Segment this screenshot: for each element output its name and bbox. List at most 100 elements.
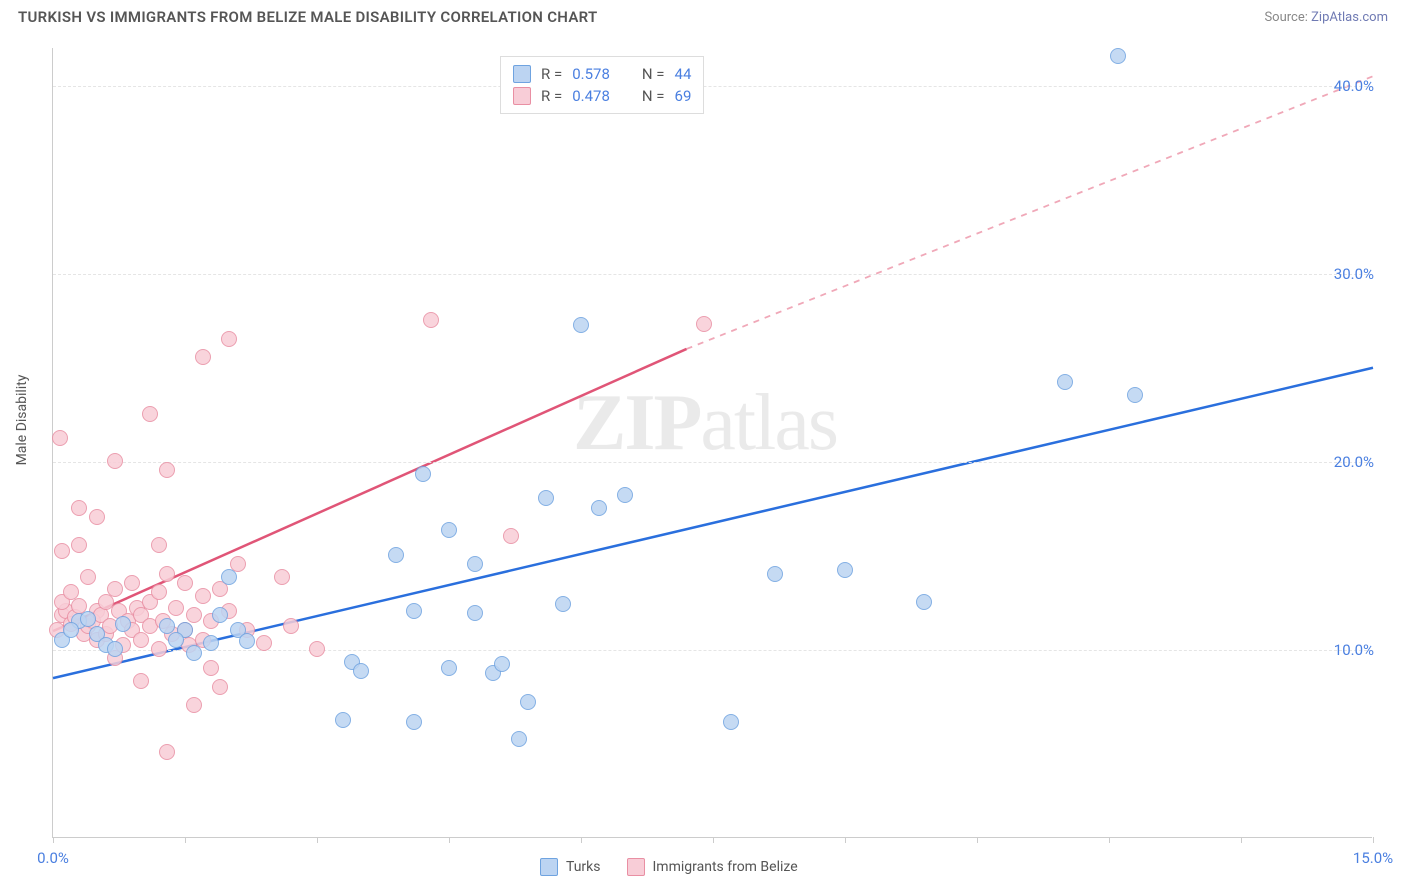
- data-point: [186, 645, 202, 661]
- legend-swatch: [513, 87, 531, 105]
- y-axis-label: Male Disability: [14, 375, 30, 466]
- data-point: [203, 660, 219, 676]
- data-point: [151, 584, 167, 600]
- data-point: [283, 618, 299, 634]
- data-point: [221, 331, 237, 347]
- data-point: [203, 635, 219, 651]
- legend-swatch: [627, 858, 645, 876]
- data-point: [353, 663, 369, 679]
- data-point: [916, 594, 932, 610]
- r-value: 0.478: [572, 87, 610, 105]
- data-point: [142, 406, 158, 422]
- r-label: R =: [541, 65, 562, 83]
- gridline: [53, 462, 1372, 463]
- data-point: [195, 588, 211, 604]
- data-point: [617, 487, 633, 503]
- x-tick: [845, 837, 846, 843]
- title-bar: TURKISH VS IMMIGRANTS FROM BELIZE MALE D…: [0, 0, 1406, 30]
- trend-line: [53, 349, 687, 631]
- r-label: R =: [541, 87, 562, 105]
- data-point: [52, 430, 68, 446]
- data-point: [1110, 48, 1126, 64]
- data-point: [1127, 387, 1143, 403]
- trend-line: [687, 76, 1373, 349]
- legend-label: Turks: [566, 859, 601, 875]
- data-point: [159, 462, 175, 478]
- data-point: [221, 569, 237, 585]
- source-link[interactable]: ZipAtlas.com: [1311, 10, 1388, 25]
- gridline: [53, 650, 1372, 651]
- data-point: [159, 566, 175, 582]
- y-tick-label: 20.0%: [1334, 453, 1374, 471]
- data-point: [195, 349, 211, 365]
- data-point: [503, 528, 519, 544]
- data-point: [239, 633, 255, 649]
- watermark-light: atlas: [700, 379, 837, 467]
- data-point: [467, 556, 483, 572]
- chart-area: ZIPatlas 10.0%20.0%30.0%40.0%0.0%15.0%: [52, 48, 1372, 838]
- data-point: [212, 607, 228, 623]
- legend-label: Immigrants from Belize: [653, 859, 798, 875]
- data-point: [212, 679, 228, 695]
- x-tick: [977, 837, 978, 843]
- x-tick: [713, 837, 714, 843]
- data-point: [573, 317, 589, 333]
- x-tick: [581, 837, 582, 843]
- n-label: N =: [642, 65, 665, 83]
- data-point: [467, 605, 483, 621]
- data-point: [168, 632, 184, 648]
- data-point: [696, 316, 712, 332]
- data-point: [388, 547, 404, 563]
- data-point: [124, 575, 140, 591]
- data-point: [54, 543, 70, 559]
- data-point: [309, 641, 325, 657]
- stats-row: R =0.578N =44: [513, 63, 691, 85]
- x-tick-label: 15.0%: [1353, 849, 1393, 867]
- n-label: N =: [642, 87, 665, 105]
- data-point: [133, 673, 149, 689]
- data-point: [441, 660, 457, 676]
- x-tick: [1109, 837, 1110, 843]
- x-tick-label: 0.0%: [37, 849, 69, 867]
- data-point: [107, 453, 123, 469]
- x-tick: [185, 837, 186, 843]
- series-legend: Turks Immigrants from Belize: [540, 858, 816, 876]
- data-point: [115, 616, 131, 632]
- data-point: [494, 656, 510, 672]
- data-point: [335, 712, 351, 728]
- source-prefix: Source:: [1264, 10, 1307, 25]
- data-point: [186, 697, 202, 713]
- data-point: [186, 607, 202, 623]
- data-point: [107, 581, 123, 597]
- data-point: [441, 522, 457, 538]
- x-tick: [1373, 837, 1374, 843]
- stats-legend: R =0.578N =44R =0.478N =69: [500, 56, 704, 114]
- y-tick-label: 30.0%: [1334, 265, 1374, 283]
- n-value: 69: [675, 87, 692, 105]
- y-tick-label: 10.0%: [1334, 641, 1374, 659]
- data-point: [423, 312, 439, 328]
- data-point: [767, 566, 783, 582]
- data-point: [151, 537, 167, 553]
- data-point: [511, 731, 527, 747]
- data-point: [63, 622, 79, 638]
- data-point: [256, 635, 272, 651]
- chart-title: TURKISH VS IMMIGRANTS FROM BELIZE MALE D…: [18, 8, 598, 26]
- data-point: [89, 509, 105, 525]
- legend-swatch: [540, 858, 558, 876]
- y-tick-label: 40.0%: [1334, 77, 1374, 95]
- source-label: Source: ZipAtlas.com: [1264, 10, 1388, 25]
- watermark: ZIPatlas: [573, 378, 837, 469]
- data-point: [406, 714, 422, 730]
- data-point: [538, 490, 554, 506]
- x-tick: [53, 837, 54, 843]
- n-value: 44: [675, 65, 692, 83]
- data-point: [520, 694, 536, 710]
- gridline: [53, 86, 1372, 87]
- data-point: [177, 575, 193, 591]
- stats-row: R = 0.478 N = 69: [513, 85, 691, 107]
- data-point: [80, 611, 96, 627]
- data-point: [159, 744, 175, 760]
- data-point: [723, 714, 739, 730]
- data-point: [71, 537, 87, 553]
